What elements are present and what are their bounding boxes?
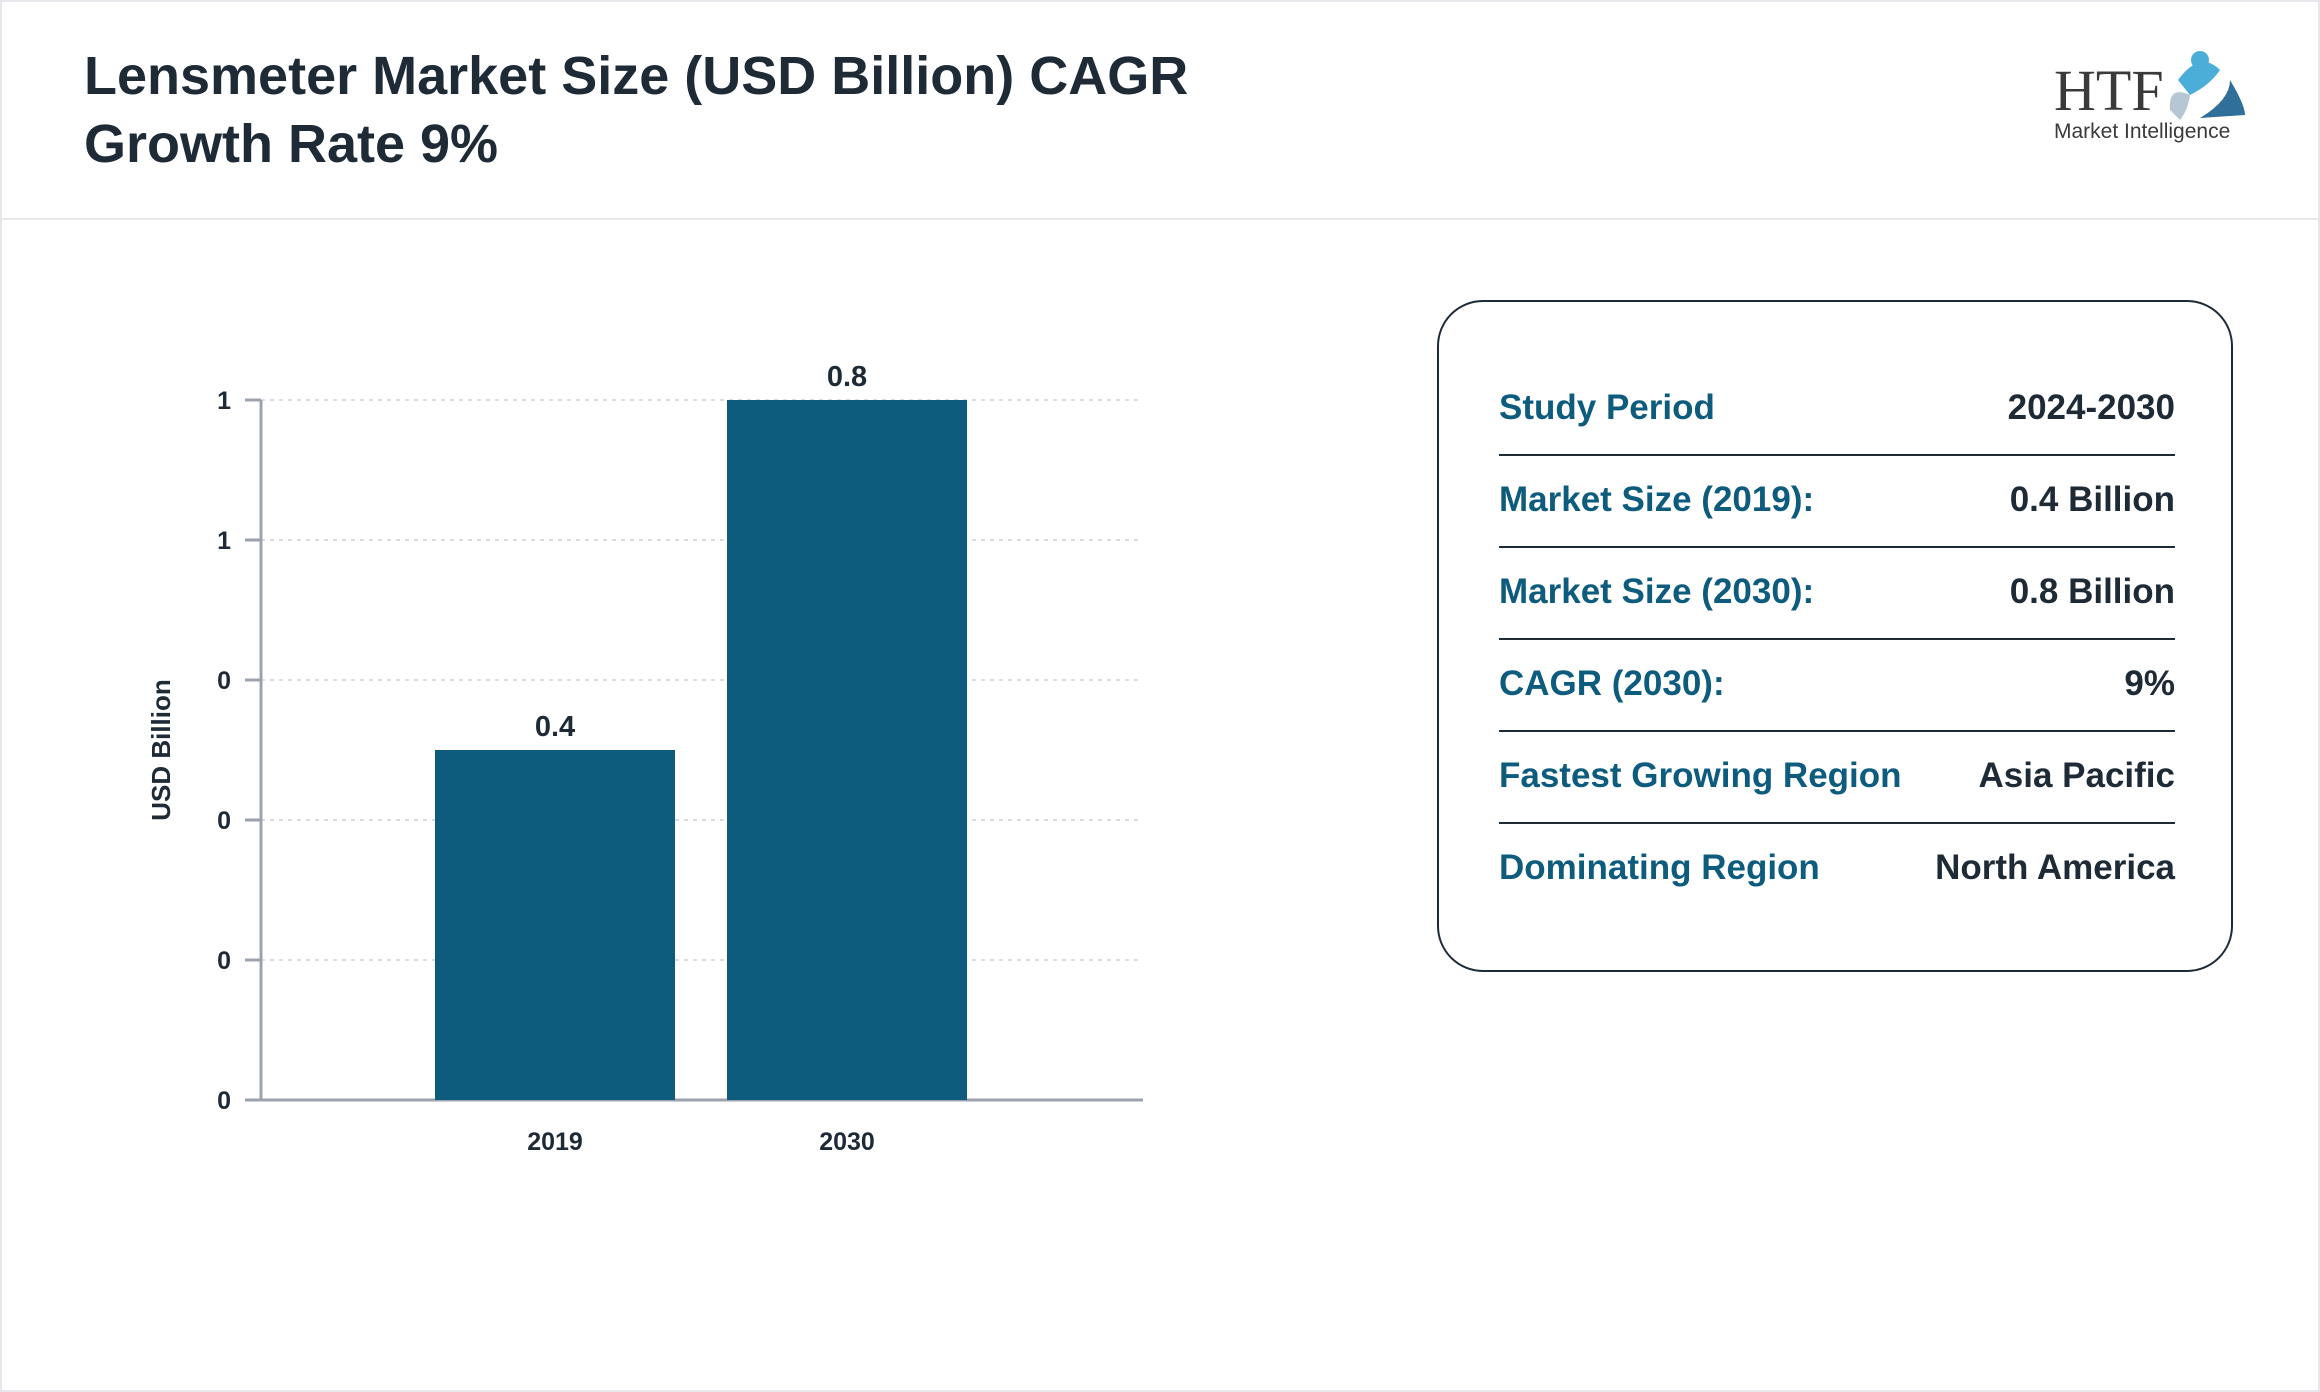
bar-2019 [435,750,675,1100]
svg-text:HTF: HTF [2054,58,2164,123]
info-row: Market Size (2019): 0.4 Billion [1499,454,2175,548]
svg-text:Market Intelligence: Market Intelligence [2054,120,2230,143]
info-value: Asia Pacific [1978,756,2176,795]
info-label: Dominating Region [1499,848,1820,887]
x-tick-label: 2030 [819,1128,875,1156]
info-card: Study Period 2024-2030 Market Size (2019):… [1437,300,2233,972]
x-tick-label: 2019 [527,1128,583,1156]
info-label: Study Period [1499,388,1715,427]
y-tick-label: 0 [217,807,231,835]
info-value: 0.4 Billion [2009,480,2175,519]
data-label: 0.8 [827,361,867,393]
y-tick-label: 0 [217,1087,231,1115]
bar-chart: 0 0 0 0 1 1 0.4 2019 0.8 2030 USD Billion [146,361,1143,1156]
y-tick-label: 1 [217,387,231,415]
info-row: Market Size (2030): 0.8 Billion [1499,546,2175,640]
htf-logo: HTF Market Intelligence [2054,51,2245,143]
info-row: Fastest Growing Region Asia Pacific [1499,730,2175,824]
info-row: Dominating Region North America [1499,822,2175,914]
data-label: 0.4 [535,711,575,743]
info-row: Study Period 2024-2030 [1499,362,2175,456]
y-tick-label: 1 [217,527,231,555]
info-label: Fastest Growing Region [1499,756,1902,795]
y-tick-label: 0 [217,947,231,975]
y-axis-label: USD Billion [146,679,176,821]
y-tick-label: 0 [217,667,231,695]
info-value: North America [1935,848,2175,887]
page-title: Lensmeter Market Size (USD Billion) CAGR… [84,46,1189,174]
info-label: CAGR (2030): [1499,664,1725,703]
info-label: Market Size (2030): [1499,572,1815,611]
info-row: CAGR (2030): 9% [1499,638,2175,732]
header: Lensmeter Market Size (USD Billion) CAGR… [0,0,2320,220]
info-value: 2024-2030 [2007,388,2175,427]
info-value: 0.8 Billion [2009,572,2175,611]
info-value: 9% [2124,664,2175,703]
info-label: Market Size (2019): [1499,480,1815,519]
bar-2030 [727,400,967,1100]
